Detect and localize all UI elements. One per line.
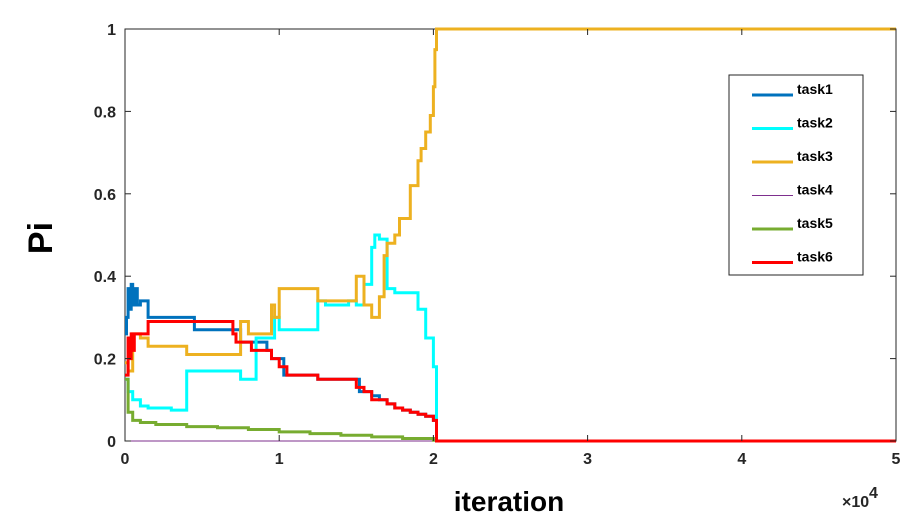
y-tick-label: 0.2	[94, 352, 116, 369]
legend-label-task1: task1	[797, 81, 833, 97]
series-line-task5	[125, 377, 896, 443]
legend-label-task6: task6	[797, 249, 833, 265]
x-tick-label: 3	[583, 451, 592, 468]
y-tick-label: 1	[107, 22, 116, 39]
legend-label-task3: task3	[797, 148, 833, 164]
y-tick-label: 0.6	[94, 187, 116, 204]
x-tick-label: 1	[275, 451, 284, 468]
x-axis-ticks: 0 1 2 3 4 5	[121, 29, 901, 468]
series-line-task6	[125, 320, 896, 443]
legend-label-task2: task2	[797, 115, 833, 131]
x-axis-label: iteration	[454, 486, 564, 513]
series-layer	[125, 27, 896, 443]
y-tick-label: 0.8	[94, 104, 116, 121]
y-axis-label: Pi	[22, 222, 60, 254]
x-axis-multiplier: ×10	[842, 494, 869, 511]
x-axis-multiplier-exponent: 4	[869, 485, 878, 502]
legend: task1 task2 task3 task4 task5 task6	[728, 74, 864, 276]
legend-label-task4: task4	[797, 182, 833, 198]
x-tick-label: 4	[737, 451, 746, 468]
legend-label-task5: task5	[797, 215, 833, 231]
x-tick-label: 5	[892, 451, 901, 468]
y-tick-label: 0.4	[94, 269, 116, 286]
series-line-task3	[125, 27, 896, 373]
legend-box	[728, 74, 864, 276]
x-tick-label: 2	[429, 451, 438, 468]
x-tick-label: 0	[121, 451, 130, 468]
y-tick-label: 0	[107, 434, 116, 451]
y-axis-ticks: 0 0.2 0.4 0.6 0.8 1	[94, 22, 896, 451]
